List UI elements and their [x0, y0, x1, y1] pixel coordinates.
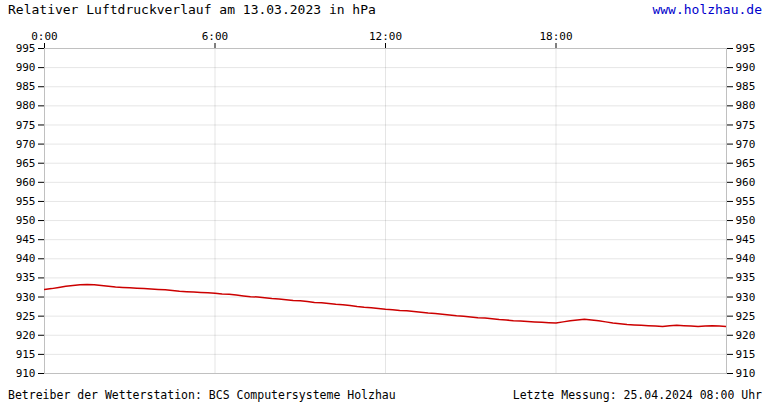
svg-text:985: 985: [736, 80, 756, 93]
svg-text:960: 960: [16, 176, 36, 189]
svg-text:970: 970: [16, 138, 36, 151]
svg-text:910: 910: [16, 367, 36, 380]
svg-text:935: 935: [736, 271, 756, 284]
svg-text:930: 930: [736, 291, 756, 304]
html-text:www.holzhau.de: www.holzhau.de: [652, 2, 762, 17]
svg-text:915: 915: [16, 348, 36, 361]
svg-text:990: 990: [736, 61, 756, 74]
svg-text:995: 995: [736, 42, 756, 55]
svg-text:975: 975: [736, 118, 756, 131]
svg-text:980: 980: [736, 99, 756, 112]
svg-text:960: 960: [736, 176, 756, 189]
html-text:Letzte Messung: 25.04.2024 08:: Letzte Messung: 25.04.2024 08:00 Uhr: [512, 388, 762, 402]
svg-text:18:00: 18:00: [539, 30, 572, 43]
svg-text:925: 925: [16, 310, 36, 323]
svg-text:945: 945: [736, 233, 756, 246]
svg-text:925: 925: [736, 310, 756, 323]
svg-text:930: 930: [16, 291, 36, 304]
svg-text:970: 970: [736, 138, 756, 151]
svg-text:980: 980: [16, 99, 36, 112]
svg-text:975: 975: [16, 118, 36, 131]
svg-text:940: 940: [736, 252, 756, 265]
svg-text:950: 950: [16, 214, 36, 227]
html-text:Betreiber der Wetterstation: B: Betreiber der Wetterstation: BCS Compute…: [8, 388, 396, 402]
svg-text:965: 965: [16, 157, 36, 170]
svg-text:935: 935: [16, 271, 36, 284]
svg-text:955: 955: [736, 195, 756, 208]
svg-text:910: 910: [736, 367, 756, 380]
svg-text:995: 995: [16, 42, 36, 55]
svg-text:920: 920: [736, 329, 756, 342]
svg-text:0:00: 0:00: [31, 30, 58, 43]
svg-text:985: 985: [16, 80, 36, 93]
svg-text:12:00: 12:00: [369, 30, 402, 43]
html-text:Relativer Luftdruckverlauf am: Relativer Luftdruckverlauf am 13.03.2023…: [8, 2, 376, 17]
svg-text:920: 920: [16, 329, 36, 342]
svg-text:965: 965: [736, 157, 756, 170]
svg-text:990: 990: [16, 61, 36, 74]
svg-text:945: 945: [16, 233, 36, 246]
svg-text:940: 940: [16, 252, 36, 265]
svg-text:6:00: 6:00: [202, 30, 229, 43]
svg-text:915: 915: [736, 348, 756, 361]
svg-text:955: 955: [16, 195, 36, 208]
svg-text:950: 950: [736, 214, 756, 227]
